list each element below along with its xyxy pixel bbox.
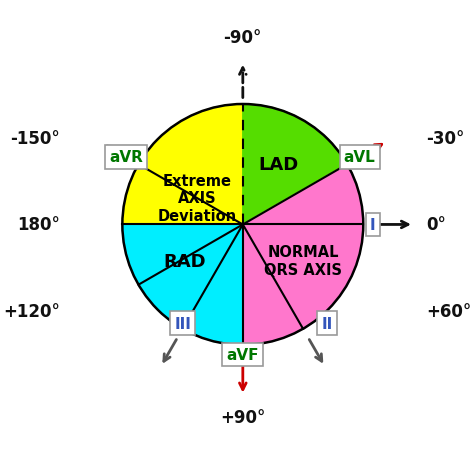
Text: -150°: -150° <box>10 129 60 147</box>
Wedge shape <box>122 105 243 225</box>
Wedge shape <box>243 165 363 345</box>
Text: +90°: +90° <box>220 408 265 425</box>
Text: II: II <box>321 316 333 331</box>
Text: aVF: aVF <box>227 347 259 362</box>
Text: Extreme
AXIS
Deviation: Extreme AXIS Deviation <box>157 174 237 223</box>
Text: III: III <box>174 316 191 331</box>
Text: LAD: LAD <box>259 156 299 174</box>
Text: +120°: +120° <box>3 303 60 320</box>
Text: 180°: 180° <box>17 216 60 234</box>
Text: -90°: -90° <box>224 29 262 47</box>
Text: +60°: +60° <box>426 303 471 320</box>
Text: 0°: 0° <box>426 216 446 234</box>
Wedge shape <box>122 225 243 345</box>
Text: NORMAL
QRS AXIS: NORMAL QRS AXIS <box>264 245 342 277</box>
Text: -30°: -30° <box>426 129 465 147</box>
Text: aVR: aVR <box>109 150 143 165</box>
Text: RAD: RAD <box>164 252 206 270</box>
Wedge shape <box>243 105 347 225</box>
Text: I: I <box>370 217 376 233</box>
Text: aVL: aVL <box>344 150 375 165</box>
